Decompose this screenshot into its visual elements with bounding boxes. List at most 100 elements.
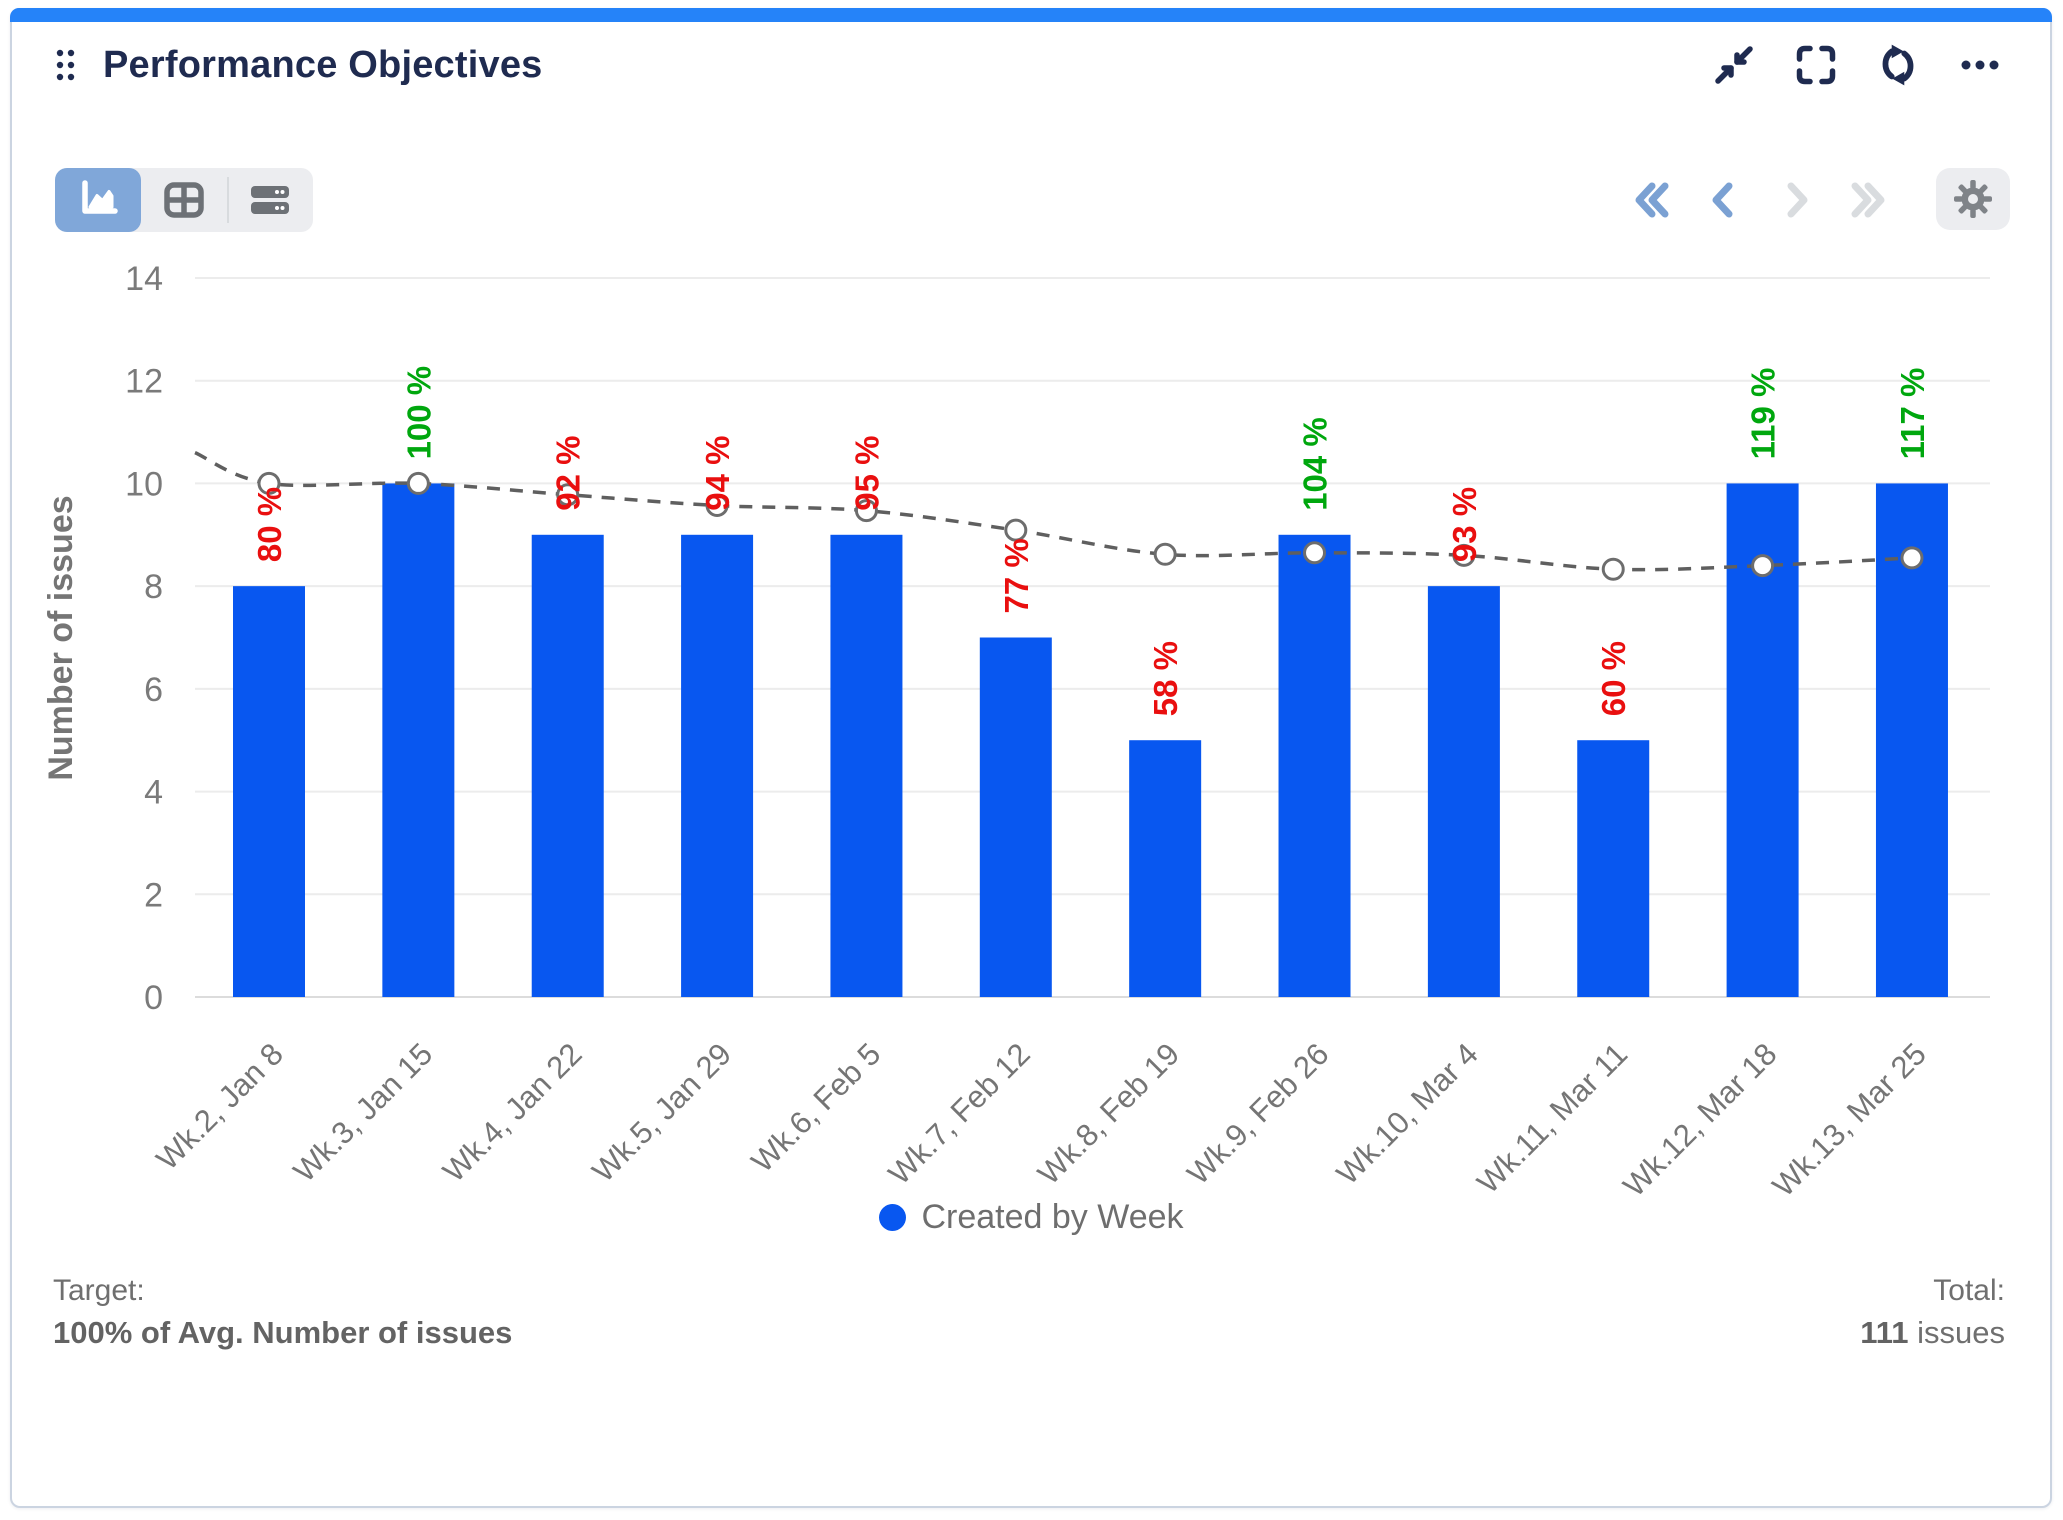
x-axis-label: Wk.13, Mar 25: [1766, 1036, 1933, 1203]
bar[interactable]: [681, 534, 754, 997]
y-tick-label: 14: [125, 260, 163, 298]
x-axis-label: Wk.12, Mar 18: [1616, 1036, 1783, 1203]
chevron-right-icon: [1772, 176, 1820, 224]
bar[interactable]: [979, 637, 1052, 997]
x-axis-label: Wk.7, Feb 12: [882, 1036, 1037, 1191]
x-axis-label: Wk.10, Mar 4: [1330, 1036, 1485, 1191]
gear-icon: [1951, 177, 1995, 221]
total-label: Total:: [1933, 1274, 2005, 1307]
view-switcher: [55, 168, 313, 232]
percent-label: 117 %: [1894, 368, 1931, 460]
percent-label: 93 %: [1446, 487, 1483, 562]
collapse-button[interactable]: [1711, 42, 1757, 88]
x-axis-label: Wk.6, Feb 5: [744, 1036, 887, 1179]
target-label: Target:: [53, 1274, 145, 1307]
trend-marker[interactable]: [1452, 543, 1476, 567]
y-tick-label: 8: [144, 568, 163, 606]
trend-marker[interactable]: [1751, 554, 1775, 578]
x-axis-label: Wk.11, Mar 11: [1470, 1036, 1634, 1200]
bar[interactable]: [830, 534, 903, 997]
rows-view-icon: [246, 176, 294, 224]
next-page-button[interactable]: [1772, 172, 1820, 228]
first-page-button[interactable]: [1628, 172, 1676, 228]
chart-view-icon: [74, 176, 122, 224]
legend-label: Created by Week: [921, 1198, 1184, 1236]
prev-page-button[interactable]: [1700, 172, 1748, 228]
x-axis-label: Wk.3, Jan 15: [287, 1036, 440, 1189]
refresh-icon: [1875, 42, 1921, 88]
chart-legend: Created by Week: [0, 1198, 2063, 1237]
y-tick-label: 12: [125, 363, 163, 401]
x-axis-label: Wk.2, Jan 8: [149, 1036, 289, 1176]
bar[interactable]: [1278, 534, 1351, 997]
trend-marker[interactable]: [257, 471, 281, 495]
total-value: 111 issues: [1860, 1314, 2005, 1350]
percent-label: 92 %: [550, 436, 587, 511]
view-rows-button[interactable]: [227, 168, 313, 232]
trend-marker[interactable]: [705, 494, 729, 518]
drag-handle-icon[interactable]: [55, 48, 77, 82]
x-axis-label: Wk.5, Jan 29: [585, 1036, 738, 1189]
percent-label: 95 %: [848, 436, 885, 511]
title-group: Performance Objectives: [55, 44, 543, 87]
y-tick-label: 6: [144, 671, 163, 709]
bar[interactable]: [1577, 740, 1650, 997]
refresh-button[interactable]: [1875, 42, 1921, 88]
y-axis-title: Number of issues: [42, 495, 80, 780]
percent-label: 100 %: [400, 366, 437, 460]
bar[interactable]: [1427, 586, 1500, 997]
last-page-button[interactable]: [1844, 172, 1892, 228]
table-view-icon: [160, 176, 208, 224]
trend-marker[interactable]: [854, 499, 878, 523]
x-axis-label: Wk.8, Feb 19: [1031, 1036, 1186, 1191]
y-tick-label: 2: [144, 876, 163, 914]
fullscreen-button[interactable]: [1793, 42, 1839, 88]
x-axis-label: Wk.9, Feb 26: [1180, 1036, 1335, 1191]
more-options-button[interactable]: [1957, 42, 2003, 88]
percent-label: 104 %: [1297, 417, 1334, 511]
gadget-header: Performance Objectives: [55, 42, 2003, 88]
percent-label: 77 %: [998, 538, 1035, 613]
ellipsis-icon: [1958, 43, 2002, 87]
collapse-icon: [1712, 43, 1756, 87]
percent-label: 94 %: [699, 436, 736, 511]
bar[interactable]: [1129, 740, 1202, 997]
chevrons-left-icon: [1628, 176, 1676, 224]
percent-label: 80 %: [251, 487, 288, 562]
bar[interactable]: [531, 534, 604, 997]
bar[interactable]: [382, 483, 455, 997]
fullscreen-icon: [1794, 43, 1838, 87]
y-tick-label: 4: [144, 774, 163, 812]
y-tick-label: 0: [144, 979, 163, 1017]
pagination: [1628, 172, 1892, 228]
trend-marker[interactable]: [1004, 518, 1028, 542]
y-tick-label: 10: [125, 465, 163, 503]
percent-label: 58 %: [1147, 641, 1184, 716]
target-value: 100% of Avg. Number of issues: [53, 1314, 513, 1350]
trend-marker[interactable]: [1900, 546, 1924, 570]
trend-marker[interactable]: [556, 483, 580, 507]
header-actions: [1711, 42, 2003, 88]
total-summary: Total: 111 issues: [1860, 1272, 2005, 1352]
gadget-title: Performance Objectives: [103, 43, 543, 86]
gadget-accent-strip: [10, 8, 2052, 22]
percent-label: 119 %: [1745, 368, 1782, 460]
percent-label: 60 %: [1595, 641, 1632, 716]
trend-marker[interactable]: [1153, 542, 1177, 566]
view-table-button[interactable]: [141, 168, 227, 232]
view-chart-button[interactable]: [55, 168, 141, 232]
legend-swatch: [879, 1204, 907, 1231]
trend-marker[interactable]: [1303, 541, 1327, 565]
chevron-left-icon: [1700, 176, 1748, 224]
target-summary: Target: 100% of Avg. Number of issues: [53, 1272, 512, 1352]
chevrons-right-icon: [1844, 176, 1892, 224]
trend-marker[interactable]: [1601, 557, 1625, 581]
trend-marker[interactable]: [406, 471, 430, 495]
performance-chart: 0 2 4 6 8 10 12 14 Number of issues 80 % 100 % 92 %…: [42, 260, 1990, 1203]
legend-item-created-by-week[interactable]: Created by Week: [879, 1198, 1184, 1237]
x-axis-label: Wk.4, Jan 22: [436, 1036, 589, 1189]
settings-button[interactable]: [1936, 168, 2010, 230]
view-switcher-divider: [227, 177, 229, 223]
bar[interactable]: [233, 586, 305, 997]
